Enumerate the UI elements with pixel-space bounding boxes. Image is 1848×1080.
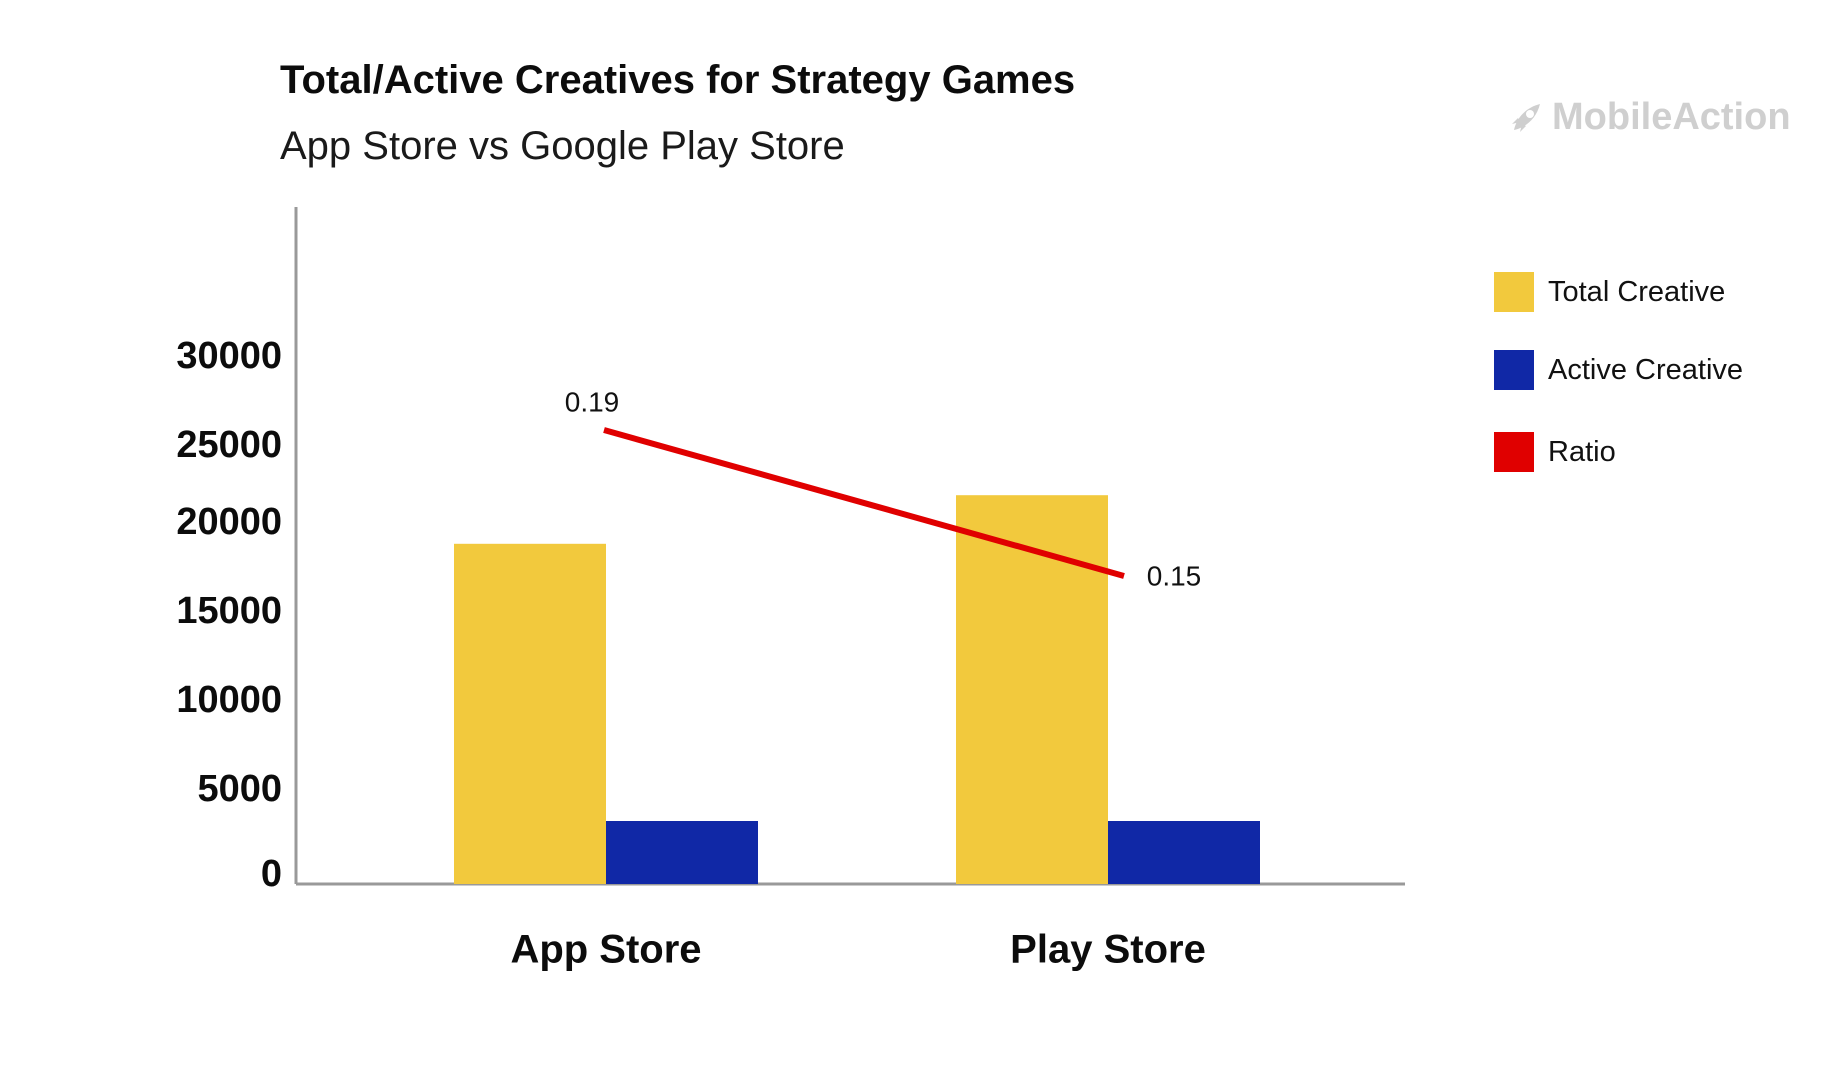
- legend-label-total-creative: Total Creative: [1548, 275, 1726, 308]
- y-tick-label: 10000: [176, 679, 282, 721]
- legend-swatch-active-creative: [1494, 350, 1534, 390]
- y-tick-label: 25000: [176, 424, 282, 466]
- legend-swatch-total-creative: [1494, 272, 1534, 312]
- legend-label-active-creative: Active Creative: [1548, 353, 1744, 386]
- y-tick-label: 0: [261, 853, 282, 895]
- y-tick-label: 30000: [176, 335, 282, 377]
- legend-item-total-creative: Total Creative: [1494, 272, 1725, 312]
- chart-title: Total/Active Creatives for Strategy Game…: [280, 58, 1076, 102]
- legend-label-ratio: Ratio: [1548, 435, 1616, 468]
- bar-active-creative: [606, 821, 758, 884]
- bar-active-creative: [1108, 821, 1260, 884]
- y-tick-label: 15000: [176, 590, 282, 632]
- bar-total-creative: [454, 543, 606, 884]
- ratio-data-label: 0.15: [1147, 560, 1202, 591]
- legend-swatch-ratio: [1494, 432, 1534, 472]
- chart-subtitle: App Store vs Google Play Store: [280, 124, 845, 168]
- x-category-label: App Store: [510, 928, 701, 972]
- bar-total-creative: [956, 495, 1108, 884]
- brand-logo: MobileAction: [1506, 96, 1791, 139]
- y-tick-label: 5000: [197, 768, 282, 810]
- brand-name: MobileAction: [1552, 96, 1791, 138]
- legend-item-ratio: Ratio: [1494, 432, 1616, 472]
- ratio-data-label: 0.19: [565, 386, 620, 417]
- legend-item-active-creative: Active Creative: [1494, 350, 1743, 390]
- x-category-label: Play Store: [1010, 928, 1206, 972]
- rocket-icon: [1512, 103, 1540, 132]
- y-tick-label: 20000: [176, 501, 282, 543]
- ratio-line: [603, 427, 1125, 579]
